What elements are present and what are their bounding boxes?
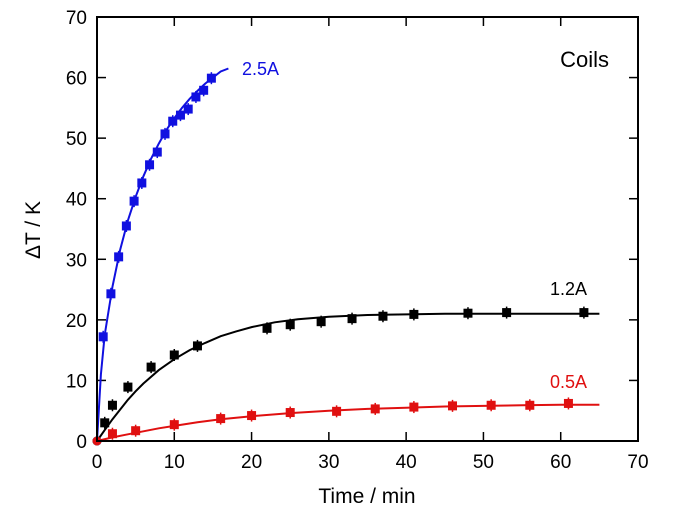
plot-frame (96, 16, 639, 442)
data-point (168, 116, 178, 126)
data-point (285, 320, 295, 330)
data-point (347, 314, 357, 324)
chart-title: Coils (560, 47, 609, 72)
y-tick-label: 70 (66, 8, 87, 29)
data-point (192, 341, 202, 351)
x-tick-label: 50 (473, 452, 494, 473)
data-point (129, 196, 139, 206)
data-markers (92, 72, 589, 446)
y-tick-label: 10 (66, 371, 87, 392)
series-label-0-5a: 0.5A (550, 372, 587, 392)
data-point (262, 323, 272, 333)
data-point (98, 332, 108, 342)
data-point (409, 402, 419, 412)
data-point (247, 411, 257, 421)
fit-curve-1.2A (96, 312, 600, 442)
x-axis-title: Time / min (318, 485, 415, 508)
y-tick-label: 20 (66, 311, 87, 332)
data-point (563, 398, 573, 408)
x-tick-label: 30 (318, 452, 339, 473)
data-point (216, 414, 226, 424)
x-tick-label: 0 (92, 452, 103, 473)
data-point (463, 308, 473, 318)
data-point (502, 308, 512, 318)
y-tick-label: 30 (66, 250, 87, 271)
data-point (169, 350, 179, 360)
data-point (409, 309, 419, 319)
data-point (121, 221, 131, 231)
x-tick-label: 10 (164, 452, 185, 473)
data-point (332, 406, 342, 416)
y-tick-label: 40 (66, 190, 87, 211)
data-point (448, 401, 458, 411)
data-point (100, 418, 110, 428)
x-tick-label: 70 (627, 452, 648, 473)
tick-labels: 0 10 20 30 40 50 60 70 0 10 20 30 40 50 60 70 (66, 8, 649, 473)
data-point (145, 160, 155, 170)
data-point (206, 73, 216, 83)
data-point (146, 362, 156, 372)
data-point (107, 429, 117, 439)
data-point (316, 317, 326, 327)
x-tick-label: 40 (396, 452, 417, 473)
data-point (370, 404, 380, 414)
y-tick-label: 60 (66, 69, 87, 90)
data-point (579, 308, 589, 318)
series-label-2-5a: 2.5A (242, 59, 279, 79)
data-point (114, 252, 124, 262)
data-point (199, 85, 209, 95)
series-label-1-2a: 1.2A (550, 279, 587, 299)
data-point (525, 400, 535, 410)
data-point (169, 420, 179, 430)
data-point (152, 147, 162, 157)
x-tick-label: 60 (550, 452, 571, 473)
y-tick-label: 0 (76, 432, 87, 453)
data-point (106, 289, 116, 299)
data-point (183, 104, 193, 114)
data-point (137, 178, 147, 188)
x-tick-label: 20 (241, 452, 262, 473)
data-point (107, 400, 117, 410)
data-point (160, 129, 170, 139)
data-point (378, 311, 388, 321)
data-point (175, 110, 185, 120)
data-point (191, 92, 201, 102)
data-point (131, 426, 141, 436)
y-axis-title: ΔT / K (22, 201, 45, 259)
fit-curve-2.5A (96, 67, 229, 442)
data-point (486, 400, 496, 410)
data-point (123, 382, 133, 392)
data-point (285, 408, 295, 418)
y-tick-label: 50 (66, 129, 87, 150)
